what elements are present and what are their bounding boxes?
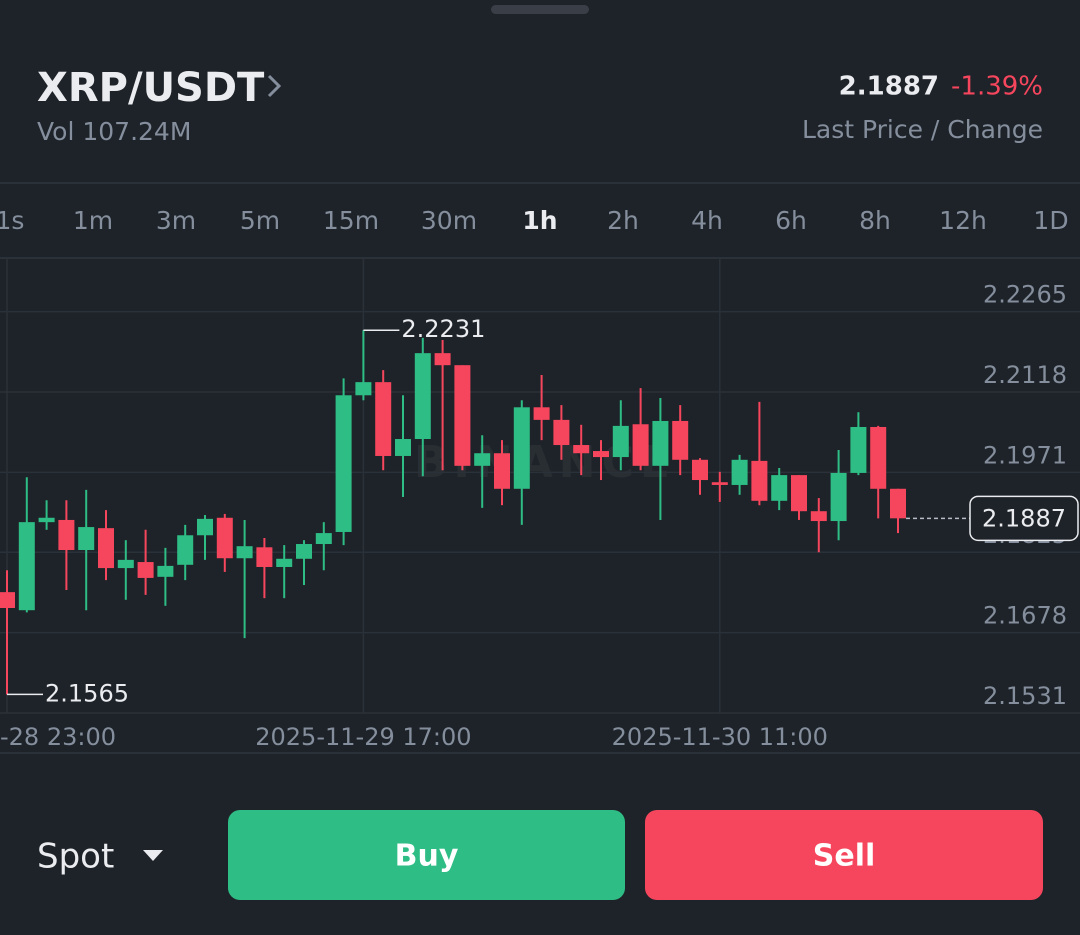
x-tick-label: -28 23:00 bbox=[0, 723, 116, 751]
candle-body bbox=[117, 559, 134, 569]
candle-body bbox=[335, 395, 352, 532]
interval-tab[interactable]: 1m bbox=[73, 206, 113, 235]
last-price-tag bbox=[969, 495, 1079, 542]
candle-body bbox=[890, 488, 906, 519]
y-tick-label: 2.2118 bbox=[983, 361, 1067, 389]
candle-body bbox=[751, 460, 768, 501]
candle-body bbox=[375, 382, 392, 456]
interval-tab[interactable]: 30m bbox=[421, 206, 477, 235]
y-tick-label: 2.1971 bbox=[983, 441, 1067, 469]
sell-label[interactable]: Sell bbox=[813, 839, 876, 874]
interval-tab[interactable]: 2h bbox=[607, 206, 639, 235]
candle-body bbox=[791, 475, 807, 512]
candle-body bbox=[771, 475, 788, 501]
price-change: -1.39% bbox=[951, 72, 1043, 102]
candle-body bbox=[830, 472, 847, 522]
pair-title[interactable]: XRP/USDT bbox=[37, 65, 265, 111]
interval-tab[interactable]: 3m bbox=[156, 206, 196, 235]
candle-body bbox=[98, 528, 114, 569]
candle-body bbox=[731, 459, 748, 485]
candle-body bbox=[474, 453, 491, 466]
chart: BINANCE2.22652.21182.19712.18252.16782.1… bbox=[0, 258, 1080, 751]
candle-body bbox=[454, 365, 471, 466]
candle-body bbox=[711, 482, 728, 485]
candle-body bbox=[236, 546, 253, 559]
interval-tab[interactable]: 1h bbox=[522, 206, 557, 235]
buy-button[interactable] bbox=[228, 810, 625, 900]
candle-body bbox=[652, 420, 669, 466]
candle-body bbox=[197, 518, 213, 536]
candle-body bbox=[0, 592, 15, 608]
interval-tab[interactable]: 15m bbox=[323, 206, 379, 235]
interval-bar: 1s 1m 3m 5m 15m 30m 1h 2h 4h 6h 8h 12h 1D bbox=[0, 206, 1069, 235]
high-label: 2.2231 bbox=[401, 315, 485, 343]
x-tick-label: 2025-11-30 11:00 bbox=[612, 723, 828, 751]
candle-body bbox=[216, 517, 233, 559]
interval-tab[interactable]: 8h bbox=[859, 206, 891, 235]
candle-body bbox=[692, 459, 708, 481]
candle-body bbox=[612, 425, 629, 458]
interval-tab[interactable]: 12h bbox=[939, 206, 987, 235]
candle-body bbox=[18, 522, 35, 611]
y-tick-label: 2.1678 bbox=[983, 602, 1067, 630]
candle-body bbox=[593, 451, 609, 458]
candle-body bbox=[395, 439, 411, 456]
candle-body bbox=[157, 565, 174, 577]
interval-tab[interactable]: 6h bbox=[775, 206, 807, 235]
candle-body bbox=[78, 527, 95, 551]
candle-body bbox=[513, 407, 530, 489]
candle-body bbox=[177, 535, 194, 565]
last-price: 2.1887 bbox=[839, 72, 939, 102]
candle-body bbox=[256, 547, 273, 567]
candle-body bbox=[276, 558, 293, 567]
volume: Vol 107.24M bbox=[37, 117, 191, 146]
y-tick-label: 2.1531 bbox=[983, 682, 1067, 710]
last-price-tag-label: 2.1887 bbox=[982, 504, 1066, 532]
candle-body bbox=[296, 544, 312, 559]
candle-body bbox=[58, 519, 75, 551]
y-tick-label: 2.2265 bbox=[983, 281, 1067, 309]
interval-tab[interactable]: 4h bbox=[691, 206, 723, 235]
candle-body bbox=[553, 419, 570, 446]
candle-body bbox=[632, 424, 649, 466]
interval-tab[interactable]: 5m bbox=[240, 206, 280, 235]
candle-body bbox=[870, 426, 887, 489]
candle-body bbox=[494, 453, 510, 489]
sell-button[interactable] bbox=[645, 810, 1043, 900]
chevron[interactable] bbox=[267, 74, 282, 98]
candle-body bbox=[434, 353, 451, 366]
interval-tab[interactable]: 1s bbox=[0, 206, 24, 235]
candle-body bbox=[414, 353, 431, 440]
candle-body bbox=[810, 511, 827, 522]
candle-body bbox=[355, 382, 372, 396]
price-caption: Last Price / Change bbox=[802, 115, 1043, 144]
interval-tab[interactable]: 1D bbox=[1033, 206, 1068, 235]
candle-body bbox=[137, 562, 154, 578]
candle-body bbox=[533, 407, 550, 420]
x-tick-label: 2025-11-29 17:00 bbox=[255, 723, 471, 751]
candle-body bbox=[850, 426, 867, 473]
dropdown-arrow[interactable] bbox=[143, 850, 163, 861]
low-label: 2.1565 bbox=[45, 679, 129, 707]
market-type[interactable]: Spot bbox=[37, 837, 114, 877]
drag-handle[interactable] bbox=[491, 5, 589, 14]
candle-body bbox=[38, 517, 55, 523]
candle-body bbox=[672, 420, 689, 460]
buy-label[interactable]: Buy bbox=[395, 839, 459, 874]
candle-body bbox=[573, 445, 590, 454]
candle-body bbox=[315, 533, 332, 545]
